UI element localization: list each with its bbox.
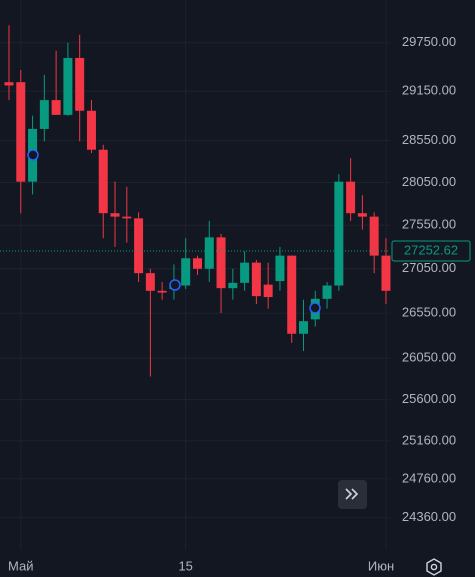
candle-body [334, 181, 344, 286]
last-price-box [391, 240, 471, 262]
y-tick-label: 29150.00 [402, 83, 456, 98]
candle-body [75, 57, 85, 111]
candle-body [98, 149, 108, 214]
candle-body [357, 213, 367, 217]
candle-body [216, 237, 226, 289]
candle-body [110, 213, 120, 217]
candle-body [86, 110, 96, 150]
candle-body [16, 82, 26, 182]
event-marker[interactable] [169, 279, 181, 291]
candle-body [204, 237, 214, 269]
y-tick-label: 27550.00 [402, 217, 456, 232]
candle-body [4, 82, 14, 86]
y-tick-label: 26050.00 [402, 350, 456, 365]
x-tick-label: 15 [178, 558, 192, 573]
candle-body [157, 290, 167, 293]
candle-body [263, 284, 273, 298]
y-tick-label: 29750.00 [402, 34, 456, 49]
candle-body [145, 273, 155, 291]
candle-body [181, 258, 191, 286]
candle-body [39, 100, 49, 129]
candle-body [228, 282, 238, 289]
candle-body [251, 262, 261, 297]
x-tick-label: Май [8, 558, 33, 573]
candle-body [275, 255, 285, 282]
candle-body [287, 255, 297, 334]
candle-body [322, 285, 332, 299]
x-tick-label: Июн [368, 558, 394, 573]
y-tick-label: 24360.00 [402, 509, 456, 524]
y-tick-label: 25160.00 [402, 432, 456, 447]
candle-body [299, 321, 308, 334]
candle-body [346, 181, 356, 214]
event-marker[interactable] [309, 302, 321, 314]
candle-body [51, 100, 61, 115]
y-tick-label: 24760.00 [402, 470, 456, 485]
y-tick-label: 28550.00 [402, 132, 456, 147]
settings-button[interactable] [426, 558, 442, 576]
candle-body [381, 255, 391, 291]
candle-body [240, 262, 250, 283]
y-tick-label: 28050.00 [402, 174, 456, 189]
last-price-label: 27252.62 [404, 242, 458, 257]
candle-body [63, 57, 73, 115]
candle-body [122, 216, 132, 219]
y-tick-label: 25600.00 [402, 391, 456, 406]
candle-body [369, 216, 379, 256]
candle-body [192, 258, 202, 269]
scroll-to-realtime-button[interactable] [338, 480, 367, 509]
y-tick-label: 26550.00 [402, 305, 456, 320]
candle-body [134, 218, 144, 274]
event-marker[interactable] [27, 149, 39, 161]
y-tick-label: 27050.00 [402, 260, 456, 275]
price-axis: 29750.00 29150.00 28550.00 28050.00 27550.00… [8, 34, 471, 573]
